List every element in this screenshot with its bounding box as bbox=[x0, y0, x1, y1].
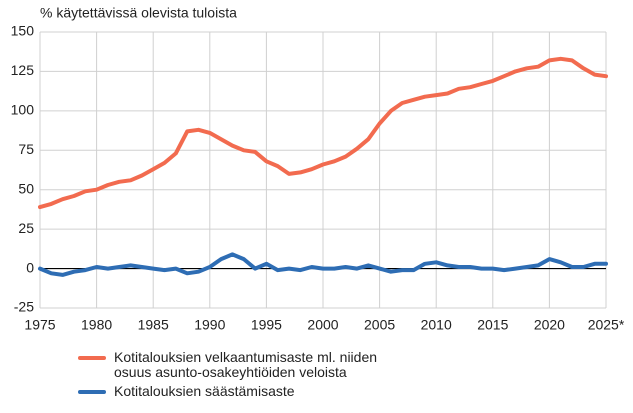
legend: Kotitalouksien velkaantumisaste ml. niid… bbox=[78, 350, 408, 403]
x-tick-label: 1995 bbox=[251, 317, 282, 333]
x-tick-label: 1975 bbox=[24, 317, 55, 333]
legend-item: Kotitalouksien säästämisaste bbox=[78, 384, 408, 399]
x-tick-label: 2010 bbox=[421, 317, 452, 333]
y-tick-label: 25 bbox=[18, 220, 34, 236]
x-tick-label: 2020 bbox=[534, 317, 565, 333]
y-tick-label: 50 bbox=[18, 180, 34, 196]
legend-swatch bbox=[78, 356, 106, 360]
x-tick-label: 1990 bbox=[194, 317, 225, 333]
series-line bbox=[38, 56, 608, 210]
y-tick-label: 0 bbox=[26, 259, 34, 275]
y-tick-label: 100 bbox=[11, 102, 35, 118]
x-tick-label: 2015 bbox=[477, 317, 508, 333]
x-tick-label: 2005 bbox=[364, 317, 395, 333]
axis-title: % käytettävissä olevista tuloista bbox=[40, 5, 237, 21]
legend-label: Kotitalouksien säästämisaste bbox=[114, 383, 295, 399]
legend-label: Kotitalouksien velkaantumisaste ml. niid… bbox=[114, 349, 378, 380]
series-line bbox=[38, 252, 608, 277]
y-tick-label: 150 bbox=[11, 23, 35, 39]
x-tick-label: 1985 bbox=[138, 317, 169, 333]
x-tick-label: 2000 bbox=[307, 317, 338, 333]
y-tick-label: -25 bbox=[14, 299, 34, 315]
y-tick-label: 125 bbox=[11, 62, 35, 78]
legend-swatch bbox=[78, 390, 106, 394]
y-tick-label: 75 bbox=[18, 141, 34, 157]
chart: % käytettävissä olevista tuloista -25 0 25… bbox=[11, 5, 625, 333]
legend-item: Kotitalouksien velkaantumisaste ml. niid… bbox=[78, 350, 408, 380]
x-tick-label: 1980 bbox=[81, 317, 112, 333]
x-tick-label: 2025* bbox=[588, 317, 625, 333]
